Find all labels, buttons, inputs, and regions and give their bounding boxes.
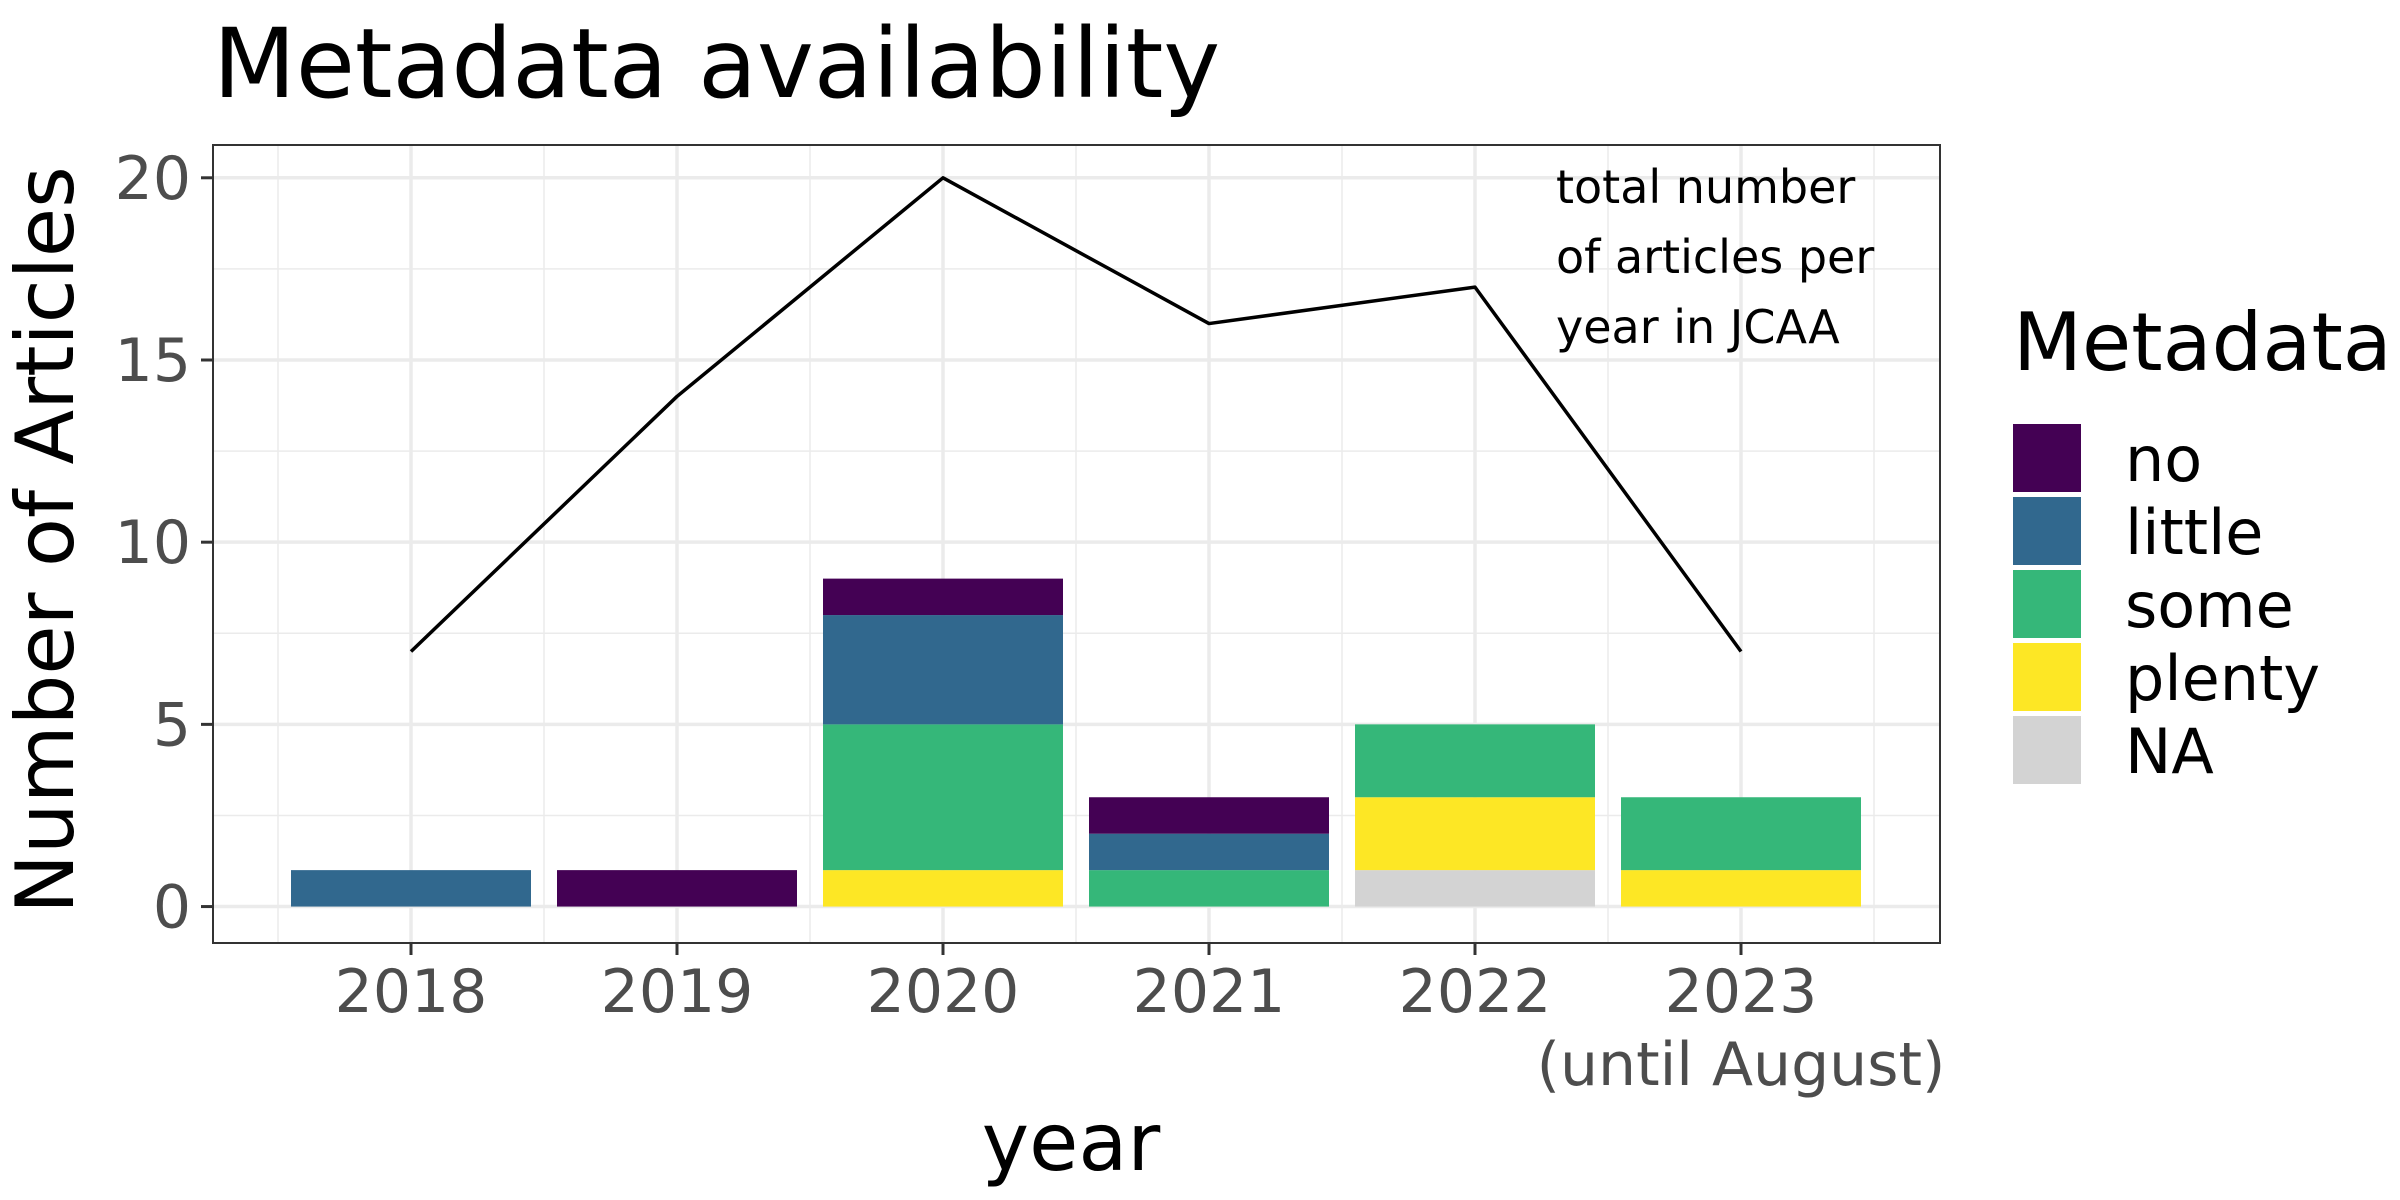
bar-2020-plenty — [823, 870, 1063, 907]
x-tick-label: 2020 — [867, 957, 1020, 1027]
chart-title: Metadata availability — [213, 8, 1220, 120]
annotation-line-3: year in JCAA — [1556, 300, 1840, 354]
bar-2020-little — [823, 615, 1063, 725]
bar-2022-some — [1355, 724, 1595, 798]
y-tick-label: 10 — [115, 508, 191, 578]
annotation-line-2: of articles per — [1556, 230, 1874, 284]
x-axis: 2018 2019 2020 2021 2022 2023(until August) — [335, 943, 1946, 1100]
y-tick-label: 20 — [115, 144, 191, 214]
bar-2021-some — [1089, 870, 1329, 907]
bar-2020-no — [823, 578, 1063, 616]
bar-2021-little — [1089, 833, 1329, 871]
bar-2023-some — [1621, 797, 1861, 871]
legend-key-plenty — [2013, 643, 2081, 711]
legend-key-some — [2013, 570, 2081, 638]
legend-label-some: some — [2125, 569, 2294, 642]
legend-title: Metadata — [2013, 296, 2392, 389]
bars — [291, 578, 1861, 907]
legend-label-little: little — [2125, 496, 2263, 569]
y-axis: 0 5 10 15 20 — [115, 144, 213, 943]
bar-2022-plenty — [1355, 797, 1595, 871]
y-tick-label: 15 — [115, 326, 191, 396]
total-articles-line — [409, 176, 1743, 653]
legend-key-no — [2013, 424, 2081, 492]
annotation-line-1: total number — [1556, 160, 1855, 214]
x-tick-label: 2018 — [335, 957, 488, 1027]
x-tick-sublabel: (until August) — [1537, 1030, 1946, 1100]
x-tick-label: 2021 — [1133, 957, 1286, 1027]
panel-border — [212, 144, 1941, 944]
bar-2019-no — [557, 870, 797, 907]
y-tick-label: 0 — [153, 873, 191, 943]
total-line — [409, 176, 1743, 653]
legend-key-NA — [2013, 716, 2081, 784]
bar-2020-some — [823, 724, 1063, 871]
y-axis-title: Number of Articles — [0, 166, 92, 914]
bar-2021-no — [1089, 797, 1329, 834]
bar-2022-NA — [1355, 870, 1595, 907]
x-axis-title: year — [982, 1096, 1161, 1189]
bar-2018-little — [291, 870, 531, 907]
x-tick-label: 2023 — [1665, 957, 1818, 1027]
total-annotation: total number of articles per year in JCA… — [1556, 160, 1874, 354]
legend-label-NA: NA — [2125, 715, 2214, 788]
legend-key-little — [2013, 497, 2081, 565]
bar-2023-plenty — [1621, 870, 1861, 907]
y-tick-label: 5 — [153, 690, 191, 760]
legend-label-plenty: plenty — [2125, 642, 2320, 715]
x-tick-label: 2022 — [1399, 957, 1552, 1027]
legend-label-no: no — [2125, 423, 2202, 496]
x-tick-label: 2019 — [601, 957, 754, 1027]
